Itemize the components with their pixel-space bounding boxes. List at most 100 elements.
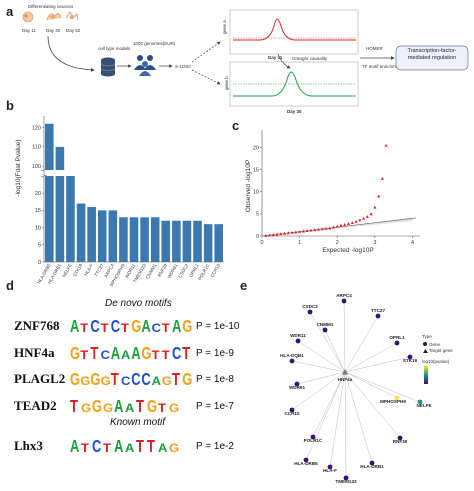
legend-target-label: Target gene	[429, 348, 453, 353]
bar	[108, 210, 118, 262]
network-node-label: STK19	[403, 358, 418, 363]
bar	[140, 217, 149, 262]
motif-letter: C	[101, 349, 110, 362]
network-node-label: TMEM133	[335, 479, 357, 484]
motif-letter: A	[131, 344, 140, 364]
bar-y-tick-label: 120	[32, 125, 41, 131]
network-node	[310, 434, 316, 440]
motif-letter: T	[80, 322, 88, 335]
motif-name: ZNF768	[14, 318, 60, 333]
qq-x-tick-label: 4	[411, 240, 414, 246]
motif-letter: G	[70, 344, 80, 364]
motif-pvalue: P = 1e-9	[196, 348, 234, 359]
network-node-label: CNMM1	[317, 322, 334, 327]
motif-letter: A	[125, 442, 134, 455]
qq-point	[384, 143, 388, 147]
qq-point	[343, 223, 347, 226]
network-node	[341, 298, 347, 304]
motif-letter: T	[81, 442, 89, 455]
motif-letter: C	[141, 370, 150, 390]
network-edge	[324, 329, 346, 373]
motif-letter: T	[111, 370, 119, 390]
motif-letter: T	[147, 437, 155, 457]
bar	[76, 203, 86, 262]
motif-letter: T	[162, 322, 170, 335]
bar-y-tick-label: 20	[35, 191, 41, 197]
qq-point	[354, 219, 358, 223]
motif-letter: C	[121, 375, 130, 388]
motif-pvalue: P = 1e-7	[196, 401, 234, 412]
motif-letter: C	[111, 317, 120, 337]
panel-letter-e: e	[240, 278, 247, 293]
network-node-label: HLA-DQB1	[280, 353, 304, 358]
motif-letter: A	[152, 375, 161, 388]
bar	[97, 210, 107, 262]
network-node-label: OPRL1	[389, 335, 405, 340]
motif-letter: A	[70, 317, 79, 337]
motif-letter: A	[114, 397, 123, 417]
motif-letter: T	[90, 344, 98, 364]
network-node	[394, 340, 400, 346]
day30-label: Day 30	[287, 109, 302, 114]
genomes-label: 1000 genomes(EUR)	[133, 41, 176, 46]
motif-letter: A	[158, 442, 167, 455]
qq-y-tick-label: 5	[256, 212, 259, 218]
result-box	[395, 45, 469, 71]
bar	[66, 176, 75, 262]
motif-letter: A	[172, 317, 181, 337]
qq-point	[286, 231, 290, 235]
network-edge	[344, 371, 401, 439]
motif-letter: G	[92, 397, 102, 417]
network-node	[417, 399, 423, 405]
qq-point	[346, 222, 351, 225]
qq-point	[275, 232, 279, 236]
panel-b: b -log10(Fdat Pvalue) 100 110 120 0 5 10 15 20 H…	[6, 98, 224, 287]
qq-point	[309, 228, 313, 232]
motif-letter: T	[136, 397, 144, 417]
network-legend: Type Gene Target gene log10(pvalue)	[422, 334, 453, 384]
qq-y-tick-label: 10	[253, 190, 259, 196]
bar-category-label: HLA-F	[83, 263, 94, 277]
neuron-cells	[22, 11, 79, 23]
bar-y-tick-label: 15	[35, 208, 41, 214]
panel-c: c Observed -log10P Expected -log10P 0 1 2 3…	[232, 118, 420, 254]
qq-y-tick-label: 0	[256, 234, 259, 240]
motif-letter: T	[152, 349, 160, 362]
known-motif-title: Known motif	[110, 417, 166, 428]
network-node-label: HLA-DRB1	[360, 464, 384, 469]
motif-letter: T	[103, 442, 111, 455]
motif-letter: T	[172, 370, 180, 390]
bar	[119, 217, 128, 262]
qq-point	[267, 233, 272, 237]
day-label-1: Day 11	[22, 28, 36, 33]
network-node	[289, 407, 295, 413]
qq-point	[365, 215, 369, 218]
network-node-label: MPHOSPH9	[380, 399, 406, 404]
bar-y-tick-label: 100	[32, 164, 41, 170]
qq-point	[331, 225, 336, 229]
panel-letter-b: b	[6, 98, 14, 113]
motif-letter: T	[182, 344, 190, 364]
motif-letter: G	[169, 442, 179, 455]
network-node-label: CCR10	[284, 411, 300, 416]
network-hub-node	[342, 369, 348, 375]
bar	[193, 220, 202, 262]
qq-chart: 0 1 2 3 4 0 5 10 15 20	[253, 130, 420, 246]
gene-a-plot: gene a Day 11	[222, 9, 359, 60]
qq-point	[271, 233, 275, 236]
chart-c-ylabel: Observed -log10P	[245, 160, 252, 212]
network-node	[369, 460, 375, 466]
qq-point	[305, 229, 309, 232]
legend-scale-title: log10(pvalue)	[422, 359, 450, 364]
network-node	[289, 358, 295, 364]
day11-label: Day 11	[268, 55, 283, 60]
bar	[45, 176, 54, 262]
network-node	[327, 464, 333, 470]
motif-letter: C	[131, 370, 140, 390]
bar	[161, 220, 171, 262]
motif-letter: G	[182, 317, 192, 337]
bar	[214, 224, 223, 262]
bar-category-label: CCR10	[209, 263, 221, 279]
